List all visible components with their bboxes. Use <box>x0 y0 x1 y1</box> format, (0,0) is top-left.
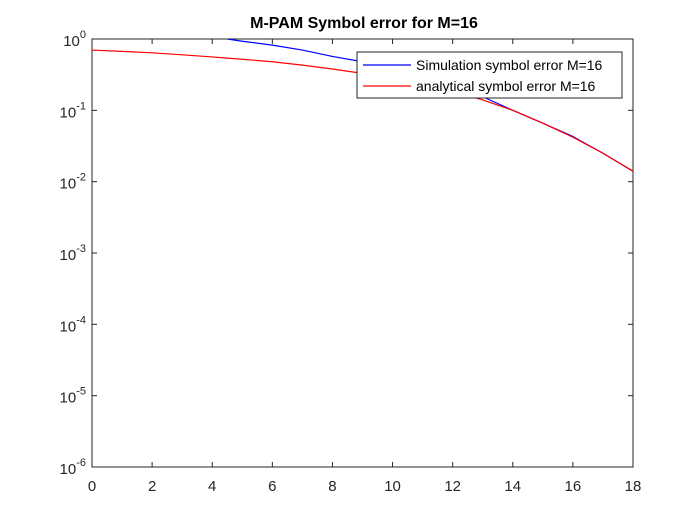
series-line-analytical <box>92 49 633 172</box>
y-tick-label: 10-2 <box>60 172 86 193</box>
y-tick-label: 10-5 <box>60 386 86 407</box>
y-tick-label: 10-1 <box>60 100 86 121</box>
x-tick-label: 10 <box>384 478 401 495</box>
x-tick-label: 16 <box>565 478 582 495</box>
legend: Simulation symbol error M=16 analytical s… <box>356 51 623 99</box>
x-tick-label: 2 <box>148 478 156 495</box>
y-tick-label: 100 <box>63 29 86 50</box>
x-tick-label: 14 <box>504 478 521 495</box>
x-tick-label: 8 <box>328 478 336 495</box>
y-tick-label: 10-4 <box>60 314 86 335</box>
x-tick-label: 0 <box>88 478 96 495</box>
legend-box <box>356 51 623 99</box>
chart-title: M-PAM Symbol error for M=16 <box>250 15 478 32</box>
y-tick-label: 10-6 <box>60 457 86 478</box>
x-tick-label: 6 <box>268 478 276 495</box>
x-tick-label: 18 <box>625 478 642 495</box>
x-axis: 0 2 4 6 8 10 12 14 16 18 <box>88 39 642 495</box>
y-tick-label: 10-3 <box>60 243 86 264</box>
plot-area <box>91 38 634 468</box>
y-axis: 100 10-1 10-2 10-3 10-4 10-5 10-6 <box>60 29 633 478</box>
x-tick-label: 12 <box>444 478 461 495</box>
legend-label: analytical symbol error M=16 <box>416 78 596 94</box>
x-tick-label: 4 <box>208 478 216 495</box>
legend-label: Simulation symbol error M=16 <box>416 57 603 73</box>
